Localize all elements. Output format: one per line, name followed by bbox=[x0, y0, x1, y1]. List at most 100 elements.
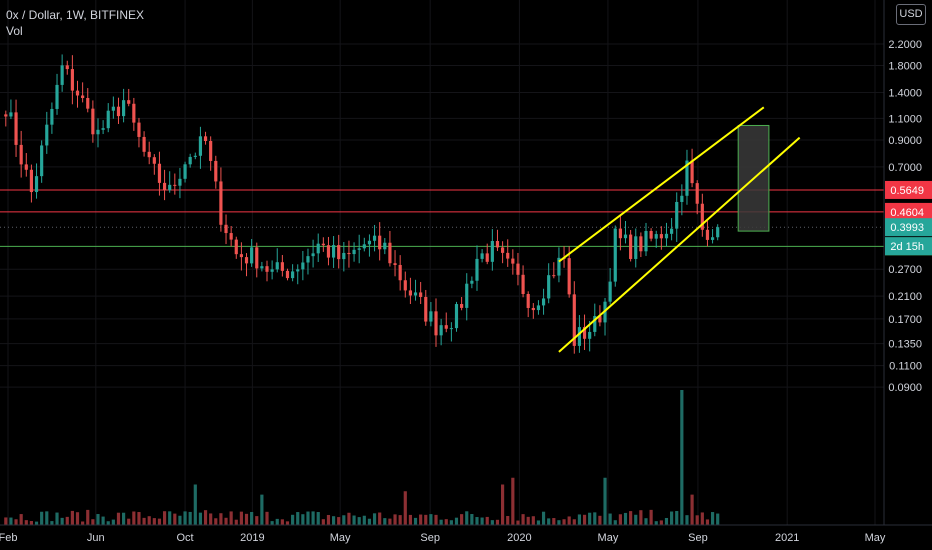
volume-bar bbox=[639, 510, 643, 525]
candle-body bbox=[588, 331, 592, 339]
volume-bar bbox=[250, 511, 254, 525]
volume-bar bbox=[280, 519, 284, 525]
candle bbox=[618, 215, 622, 251]
price-axis[interactable]: 2.2000 1.8000 1.4000 1.1000 0.9000 0.7000 0.27… bbox=[883, 0, 922, 525]
volume-bar bbox=[521, 514, 525, 525]
volume-bar bbox=[460, 514, 464, 525]
candle bbox=[352, 242, 356, 262]
candle bbox=[603, 297, 607, 336]
currency-button[interactable]: USD bbox=[896, 4, 926, 25]
candle bbox=[506, 239, 510, 267]
candle bbox=[157, 151, 162, 196]
candle bbox=[342, 241, 346, 272]
candle-body bbox=[250, 247, 254, 264]
candle-body bbox=[188, 156, 192, 165]
candle-body bbox=[239, 254, 243, 258]
volume-bar bbox=[516, 520, 520, 525]
volume-bar bbox=[393, 514, 397, 525]
candle bbox=[490, 229, 494, 271]
candle bbox=[91, 100, 95, 143]
volume-bar bbox=[29, 521, 34, 525]
candle-body bbox=[316, 243, 320, 254]
candle bbox=[362, 237, 366, 252]
candle bbox=[4, 110, 8, 127]
candle-body bbox=[275, 262, 279, 270]
candle-body bbox=[393, 263, 397, 265]
volume-bar bbox=[296, 512, 300, 525]
candle-body bbox=[536, 305, 541, 311]
volume-bar bbox=[577, 514, 582, 525]
candle bbox=[408, 277, 412, 304]
candle bbox=[50, 102, 54, 134]
volume-bar bbox=[209, 513, 213, 525]
volume-bar bbox=[147, 516, 151, 525]
candle-body bbox=[593, 316, 597, 332]
volume-bar bbox=[214, 518, 218, 525]
candle bbox=[239, 242, 243, 271]
candle-body bbox=[291, 271, 295, 279]
candle bbox=[306, 248, 310, 275]
volume-bar bbox=[705, 519, 710, 525]
candle bbox=[388, 230, 392, 267]
candle-body bbox=[424, 296, 428, 322]
candle-body bbox=[700, 203, 704, 230]
candle bbox=[557, 247, 561, 283]
candle-body bbox=[34, 176, 39, 193]
volume-bar bbox=[552, 518, 556, 525]
volume-bar bbox=[157, 518, 162, 525]
volume-bar bbox=[357, 517, 361, 525]
time-axis[interactable]: Feb Jun Oct 2019 May Sep 2020 May Sep 2021 May bbox=[0, 524, 932, 544]
candle bbox=[285, 268, 290, 281]
volume-bar bbox=[127, 518, 131, 525]
candle-body bbox=[342, 252, 346, 260]
candle bbox=[434, 298, 438, 347]
volume-bar bbox=[234, 519, 238, 525]
candle-body bbox=[685, 160, 689, 196]
candle-body bbox=[260, 266, 264, 269]
countdown-label-bg bbox=[885, 237, 932, 256]
candle-body bbox=[29, 169, 34, 193]
candle-body bbox=[495, 240, 500, 248]
candle bbox=[178, 167, 182, 199]
candle-body bbox=[122, 100, 126, 117]
candle bbox=[203, 131, 208, 145]
volume-bar bbox=[178, 515, 182, 525]
candle bbox=[664, 222, 669, 247]
candle bbox=[424, 289, 428, 326]
volume-bar bbox=[193, 484, 197, 525]
candle bbox=[541, 288, 546, 315]
candle bbox=[572, 281, 576, 354]
candle bbox=[122, 88, 126, 123]
candle-body bbox=[413, 292, 418, 296]
candle bbox=[86, 88, 90, 113]
volume-bar bbox=[337, 517, 341, 525]
volume-bar bbox=[700, 512, 704, 525]
volume-bar bbox=[19, 514, 23, 525]
time-tick-label: Jun bbox=[87, 532, 105, 544]
volume-bar bbox=[593, 512, 597, 525]
candle-body bbox=[285, 270, 290, 279]
candle bbox=[265, 260, 269, 282]
candle bbox=[629, 229, 633, 262]
level-label-0.4604-bg bbox=[885, 202, 932, 221]
candle-body bbox=[142, 136, 146, 152]
candle bbox=[475, 245, 479, 291]
candle-body bbox=[705, 229, 710, 240]
volume-bar bbox=[4, 517, 8, 525]
candle-body bbox=[50, 108, 54, 125]
candle-body bbox=[675, 201, 679, 229]
volume-bar bbox=[132, 511, 136, 525]
candle bbox=[311, 239, 315, 268]
candle-body bbox=[531, 307, 535, 311]
volume-bar bbox=[685, 515, 689, 525]
volume-bar bbox=[101, 516, 105, 525]
price-tick-label: 1.8000 bbox=[888, 61, 922, 73]
volume-bar bbox=[562, 519, 566, 525]
volume-bar bbox=[111, 519, 115, 525]
volume-bar bbox=[244, 513, 249, 525]
volume-bar bbox=[239, 511, 243, 525]
candle-body bbox=[372, 235, 377, 241]
candle-body bbox=[45, 124, 49, 146]
candle-body bbox=[75, 90, 80, 96]
